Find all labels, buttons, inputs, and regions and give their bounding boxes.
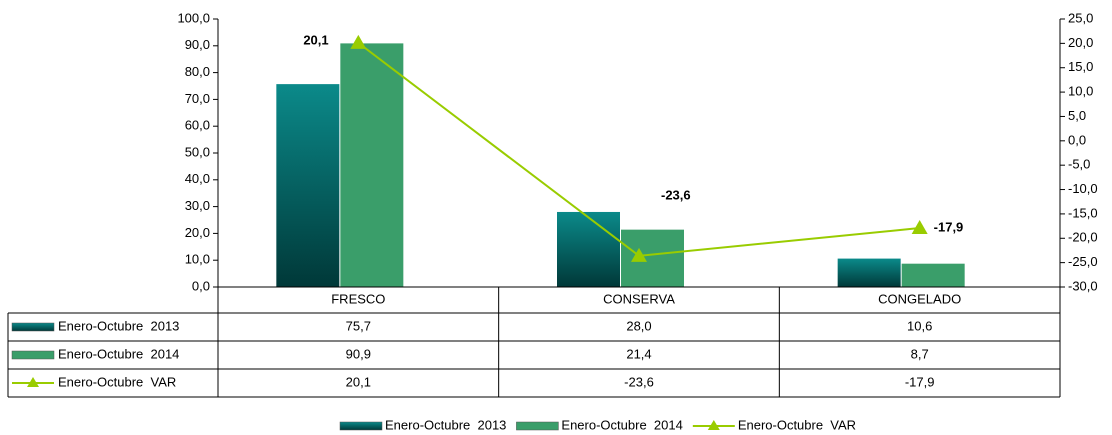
- bar: [621, 229, 684, 287]
- table-cell: 28,0: [626, 318, 651, 333]
- y2-tick-label: 15,0: [1068, 59, 1093, 74]
- y-tick-label: 100,0: [177, 10, 210, 25]
- legend-label: Enero-Octubre 2013: [385, 417, 506, 432]
- table-cell: 8,7: [911, 346, 929, 361]
- bar: [276, 84, 340, 288]
- y2-tick-label: -20,0: [1068, 230, 1098, 245]
- table-row-label: Enero-Octubre 2013: [58, 318, 179, 333]
- y2-tick-label: 20,0: [1068, 35, 1093, 50]
- y-tick-label: 40,0: [185, 171, 210, 186]
- y2-tick-label: -5,0: [1068, 157, 1090, 172]
- table-cell: 20,1: [346, 374, 371, 389]
- y2-tick-label: 0,0: [1068, 132, 1086, 147]
- line: [357, 42, 920, 257]
- y2-tick-label: 10,0: [1068, 84, 1093, 99]
- marker: [350, 34, 367, 49]
- table-row-label: Enero-Octubre VAR: [58, 374, 176, 389]
- marker: [631, 247, 647, 262]
- table-cell: 21,4: [626, 346, 651, 361]
- y-tick-label: 0,0: [192, 278, 210, 293]
- y-tick-label: 50,0: [185, 144, 210, 159]
- y2-tick-label: 25,0: [1068, 10, 1093, 25]
- bar: [340, 43, 404, 287]
- x-tick-label: CONGELADO: [878, 291, 961, 306]
- bar: [901, 263, 965, 287]
- y-tick-label: 10,0: [185, 252, 210, 267]
- marker: [911, 220, 928, 235]
- legend-label: Enero-Octubre VAR: [738, 417, 856, 432]
- x-tick-label: FRESCO: [331, 291, 385, 306]
- legend-key: [707, 420, 720, 430]
- y2-tick-label: -30,0: [1068, 278, 1098, 293]
- data-label: -17,9: [934, 219, 964, 234]
- x-tick-label: CONSERVA: [603, 291, 675, 306]
- table-cell: -23,6: [624, 374, 654, 389]
- y2-tick-label: -15,0: [1068, 205, 1098, 220]
- y-tick-label: 30,0: [185, 198, 210, 213]
- bar: [557, 211, 620, 287]
- legend-key: [339, 421, 383, 431]
- y2-tick-label: -25,0: [1068, 254, 1098, 269]
- table-cell: 10,6: [907, 318, 932, 333]
- table-cell: 75,7: [346, 318, 371, 333]
- table-key: [27, 377, 39, 387]
- table-key: [11, 350, 55, 360]
- table-key: [11, 322, 55, 332]
- data-label: 20,1: [303, 32, 328, 47]
- y-tick-label: 80,0: [185, 64, 210, 79]
- table-cell: 90,9: [346, 346, 371, 361]
- bar: [837, 258, 901, 287]
- y-tick-label: 60,0: [185, 118, 210, 133]
- table-cell: -17,9: [905, 374, 935, 389]
- y2-tick-label: -10,0: [1068, 181, 1098, 196]
- table-row-label: Enero-Octubre 2014: [58, 346, 179, 361]
- data-label: -23,6: [661, 187, 691, 202]
- y-tick-label: 70,0: [185, 91, 210, 106]
- y-tick-label: 20,0: [185, 225, 210, 240]
- legend-label: Enero-Octubre 2014: [561, 417, 682, 432]
- y-tick-label: 90,0: [185, 37, 210, 52]
- y2-tick-label: 5,0: [1068, 108, 1086, 123]
- legend-key: [516, 421, 559, 431]
